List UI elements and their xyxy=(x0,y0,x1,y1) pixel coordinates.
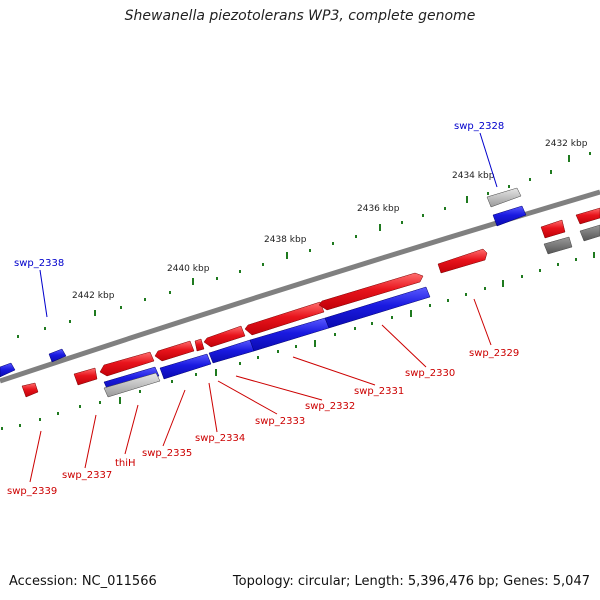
map-title: Shewanella piezotolerans WP3, complete g… xyxy=(124,8,476,24)
tick-label: 2442 kbp xyxy=(72,291,115,301)
gene-arrow[interactable] xyxy=(543,236,573,255)
gene-arrow[interactable] xyxy=(73,367,98,386)
gene-label[interactable]: swp_2331 xyxy=(354,386,404,397)
gene-arrow[interactable] xyxy=(203,325,246,348)
label-leader-lines xyxy=(29,132,498,483)
tick-label: 2434 kbp xyxy=(452,171,495,181)
gene-label[interactable]: swp_2337 xyxy=(62,470,112,481)
gene-arrow[interactable] xyxy=(159,353,212,380)
gene-label[interactable]: thiH xyxy=(115,458,136,469)
gene-arrow[interactable] xyxy=(492,205,527,227)
gene-arrow[interactable] xyxy=(0,362,16,378)
gene-arrow[interactable] xyxy=(486,187,522,208)
forward-strand-genes xyxy=(21,207,600,398)
gene-label[interactable]: swp_2339 xyxy=(7,486,57,497)
gene-arrow[interactable] xyxy=(194,338,205,352)
gene-arrow[interactable] xyxy=(575,207,600,225)
reverse-strand-genes xyxy=(0,205,527,392)
tick-label: 2440 kbp xyxy=(167,264,210,274)
gene-label[interactable]: swp_2330 xyxy=(405,368,455,379)
genome-summary-text: Topology: circular; Length: 5,396,476 bp… xyxy=(232,574,590,589)
rna-genes xyxy=(103,187,600,398)
gene-arrow[interactable] xyxy=(48,348,67,363)
gene-label[interactable]: swp_2329 xyxy=(469,348,519,359)
accession-text: Accession: NC_011566 xyxy=(9,574,157,589)
gene-arrow[interactable] xyxy=(154,340,195,362)
gene-arrow[interactable] xyxy=(437,248,488,274)
gene-arrow[interactable] xyxy=(540,219,566,239)
gene-arrow[interactable] xyxy=(99,351,155,377)
gene-label[interactable]: swp_2334 xyxy=(195,433,245,444)
tick-label: 2436 kbp xyxy=(357,204,400,214)
tick-labels: 2432 kbp 2434 kbp 2436 kbp 2438 kbp 2440… xyxy=(72,139,588,301)
gene-label[interactable]: swp_2338 xyxy=(14,258,64,269)
gene-arrow[interactable] xyxy=(103,372,161,398)
gene-arrow[interactable] xyxy=(324,286,431,329)
gene-arrow[interactable] xyxy=(318,272,424,311)
gene-label[interactable]: swp_2335 xyxy=(142,448,192,459)
gene-label[interactable]: swp_2332 xyxy=(305,401,355,412)
gene-labels: swp_2328 swp_2338 swp_2329 swp_2330 swp_… xyxy=(7,121,519,497)
tick-label: 2438 kbp xyxy=(264,235,307,245)
gene-arrow[interactable] xyxy=(244,301,325,336)
gene-label[interactable]: swp_2328 xyxy=(454,121,504,132)
gene-arrow[interactable] xyxy=(579,224,600,242)
inner-tick-marks xyxy=(1,252,595,430)
gene-arrow[interactable] xyxy=(21,382,39,398)
gene-label[interactable]: swp_2333 xyxy=(255,416,305,427)
outer-tick-marks xyxy=(17,152,591,338)
tick-label: 2432 kbp xyxy=(545,139,588,149)
